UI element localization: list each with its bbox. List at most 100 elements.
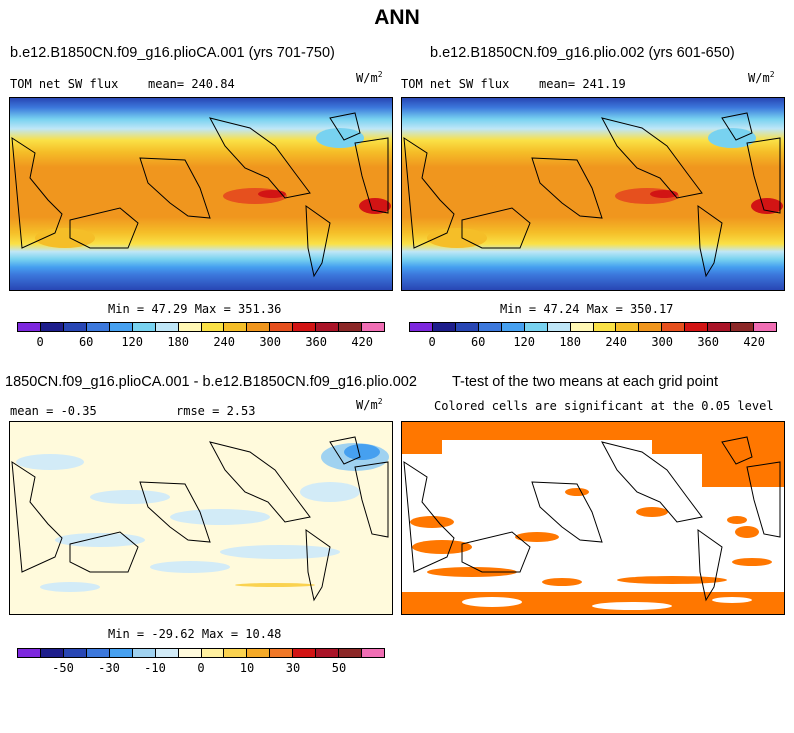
panel2-colorbar-box: [662, 323, 686, 331]
panel3-colorbar-box: [362, 649, 384, 657]
panel1-colorbar-box: [362, 323, 384, 331]
panel1-colorbar-box: [132, 323, 156, 331]
panel2-colorbar-box: [570, 323, 594, 331]
panel2-colorbar-box: [432, 323, 456, 331]
panel3-tick: -30: [98, 661, 120, 675]
panel1-tick: 0: [36, 335, 44, 349]
panel3-colorbar: [17, 648, 385, 658]
panel1-tick: 60: [78, 335, 94, 349]
panel1-tick: 240: [213, 335, 236, 349]
panel3-colorbar-box: [201, 649, 225, 657]
panel2-colorbar-box: [616, 323, 640, 331]
panel2-minmax: Min = 47.24 Max = 350.17: [500, 302, 674, 316]
significance-regions: [402, 422, 784, 614]
panel1-mean: mean= 240.84: [148, 77, 235, 91]
panel4-map: [401, 421, 785, 615]
panel1-colorbar-box: [86, 323, 110, 331]
panel1-colorbar-ticks: 0 60 120 180 240 300 360 420: [17, 335, 385, 349]
panel1-colorbar-box: [270, 323, 294, 331]
panel2-colorbar-box: [731, 323, 755, 331]
figure-title: ANN: [374, 6, 420, 29]
panel2-field: [402, 98, 784, 290]
panel1-colorbar-box: [109, 323, 133, 331]
panel3-minmax: Min = -29.62 Max = 10.48: [108, 627, 282, 641]
panel3-colorbar-box: [18, 649, 41, 657]
panel2-tick: 420: [743, 335, 766, 349]
panel1-colorbar-box: [178, 323, 202, 331]
panel3-colorbar-box: [224, 649, 248, 657]
panel3-tick: 50: [331, 661, 347, 675]
panel2-colorbar-box: [455, 323, 479, 331]
panel2-colorbar-box: [524, 323, 548, 331]
panel2-colorbar-box: [754, 323, 776, 331]
panel2-tick: 0: [428, 335, 436, 349]
panel1-tick: 180: [167, 335, 190, 349]
panel2-colorbar-box: [410, 323, 433, 331]
panel2-colorbar-box: [478, 323, 502, 331]
panel2-units: W/m2: [748, 70, 775, 85]
panel1-colorbar: [17, 322, 385, 332]
panel3-units: W/m2: [356, 397, 383, 412]
panel3-colorbar-box: [178, 649, 202, 657]
panel3-colorbar-box: [63, 649, 87, 657]
panel1-colorbar-box: [18, 323, 41, 331]
panel3-rmse: rmse = 2.53: [176, 404, 256, 418]
panel3-colorbar-box: [155, 649, 179, 657]
panel2-tick: 120: [513, 335, 536, 349]
panel1-field: [10, 98, 392, 290]
panel3-colorbar-box: [86, 649, 110, 657]
panel4-title: T-test of the two means at each grid poi…: [452, 374, 718, 390]
panel1-colorbar-box: [155, 323, 179, 331]
panel2-colorbar-box: [708, 323, 732, 331]
panel3-colorbar-box: [293, 649, 317, 657]
panel1-variable: TOM net SW flux: [10, 77, 119, 91]
panel3-title: 1850CN.f09_g16.plioCA.001 - b.e12.B1850C…: [5, 374, 417, 390]
panel1-tick: 420: [351, 335, 374, 349]
panel1-tick: 300: [259, 335, 282, 349]
panel3-colorbar-box: [270, 649, 294, 657]
panel2-tick: 300: [651, 335, 674, 349]
panel3-colorbar-box: [132, 649, 156, 657]
panel2-tick: 360: [697, 335, 720, 349]
panel1-minmax: Min = 47.29 Max = 351.36: [108, 302, 282, 316]
panel2-colorbar-box: [593, 323, 617, 331]
panel2-colorbar-box: [547, 323, 571, 331]
panel3-colorbar-box: [247, 649, 271, 657]
panel3-colorbar-box: [339, 649, 363, 657]
panel1-tick: 360: [305, 335, 328, 349]
panel1-title: b.e12.B1850CN.f09_g16.plioCA.001 (yrs 70…: [10, 45, 335, 61]
panel2-colorbar-box: [685, 323, 709, 331]
panel1-colorbar-box: [63, 323, 87, 331]
panel2-mean: mean= 241.19: [539, 77, 626, 91]
panel2-map: [401, 97, 785, 291]
panel2-tick: 180: [559, 335, 582, 349]
panel3-tick: 0: [197, 661, 205, 675]
panel3-tick: -10: [144, 661, 166, 675]
panel2-colorbar-box: [501, 323, 525, 331]
panel2-variable: TOM net SW flux: [401, 77, 510, 91]
panel1-colorbar-box: [293, 323, 317, 331]
panel3-colorbar-box: [40, 649, 64, 657]
panel1-colorbar-box: [224, 323, 248, 331]
panel1-colorbar-box: [316, 323, 340, 331]
panel3-tick: 30: [285, 661, 301, 675]
panel2-colorbar-box: [639, 323, 663, 331]
panel1-colorbar-box: [339, 323, 363, 331]
panel2-tick: 60: [470, 335, 486, 349]
panel1-units: W/m2: [356, 70, 383, 85]
panel3-mean: mean = -0.35: [10, 404, 97, 418]
panel3-tick: -50: [52, 661, 74, 675]
panel1-map: [9, 97, 393, 291]
panel2-tick: 240: [605, 335, 628, 349]
panel3-map: [9, 421, 393, 615]
panel1-tick: 120: [121, 335, 144, 349]
panel3-colorbar-box: [109, 649, 133, 657]
panel3-tick: 10: [239, 661, 255, 675]
panel3-colorbar-box: [316, 649, 340, 657]
panel2-title: b.e12.B1850CN.f09_g16.plio.002 (yrs 601-…: [430, 45, 735, 61]
panel1-colorbar-box: [40, 323, 64, 331]
panel2-colorbar: [409, 322, 777, 332]
panel1-colorbar-box: [201, 323, 225, 331]
panel1-colorbar-box: [247, 323, 271, 331]
panel3-field: [10, 422, 392, 614]
